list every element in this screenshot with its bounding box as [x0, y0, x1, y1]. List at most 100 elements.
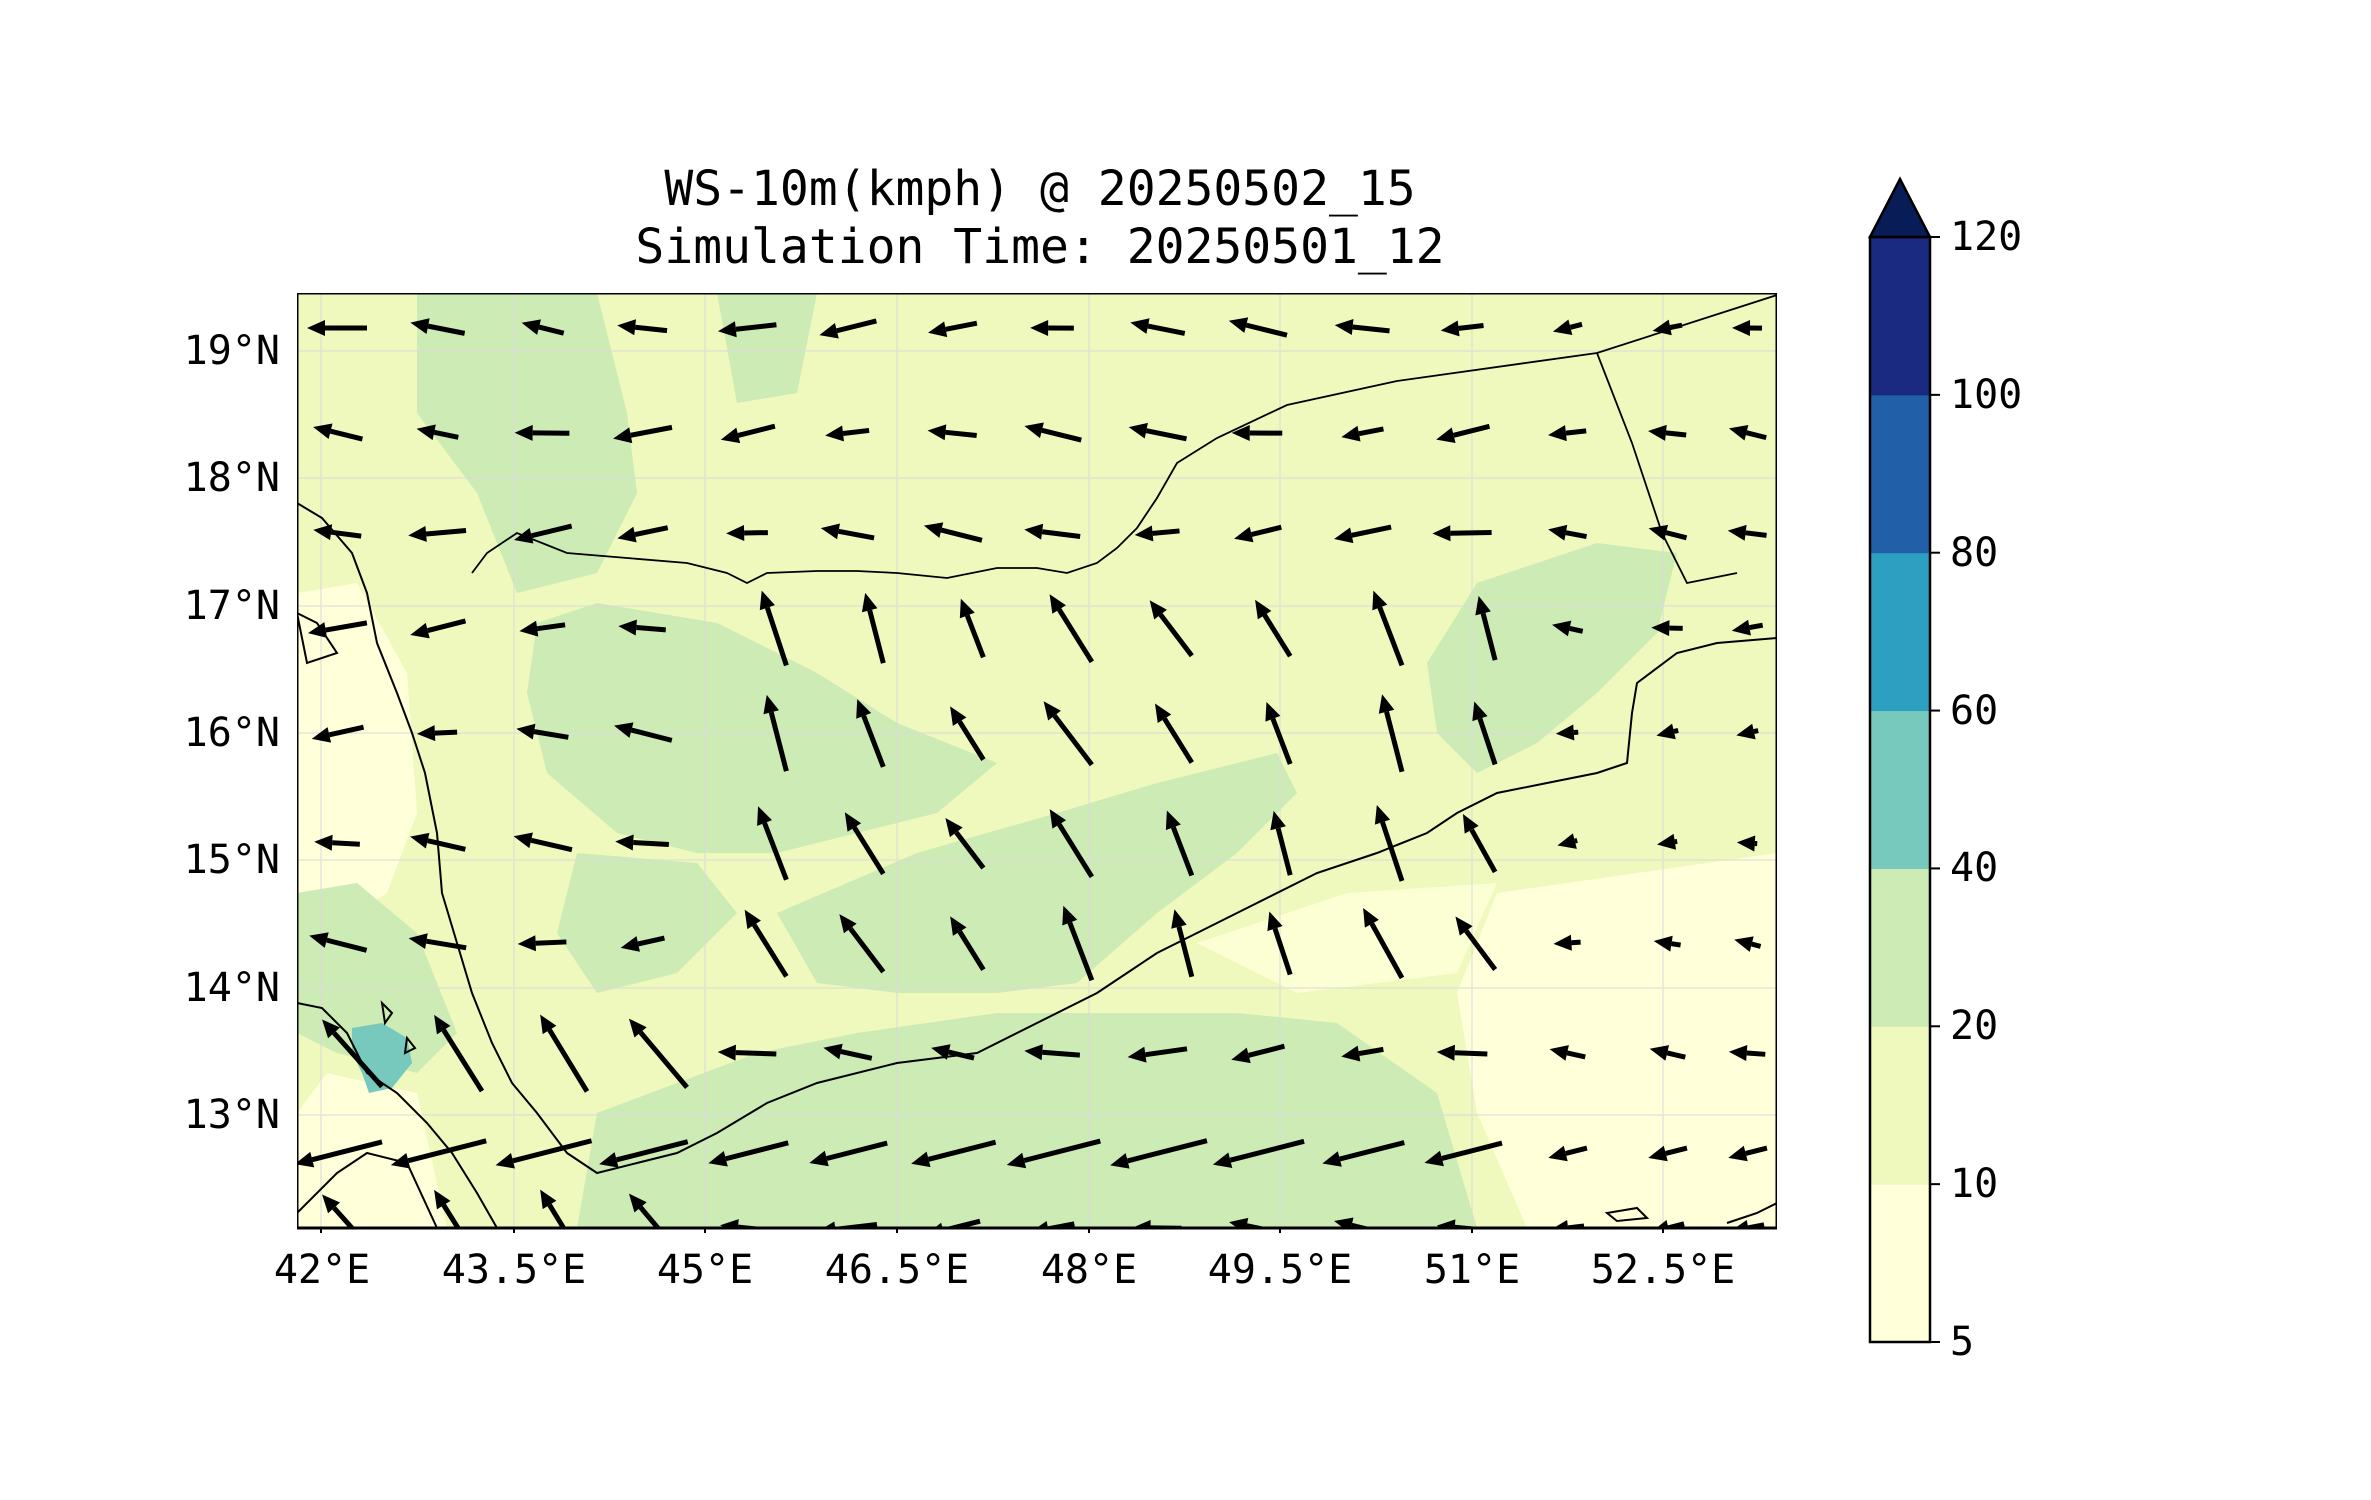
wind-arrow	[1041, 427, 1082, 443]
colorbar-label: 80	[1950, 529, 1999, 576]
wind-arrow-head	[1548, 524, 1568, 541]
wind-arrow-head	[823, 1043, 843, 1060]
wind-arrow-head	[614, 722, 634, 738]
wind-arrow-head	[1657, 833, 1677, 850]
wind-arrow-head	[514, 424, 533, 441]
wind-arrow	[964, 614, 986, 659]
title-line-2: Simulation Time: 20250501_12	[635, 219, 1445, 275]
wind-arrow-head	[313, 524, 333, 541]
wind-arrow	[945, 320, 978, 332]
wind-arrow	[634, 324, 668, 334]
wind-arrow-head	[620, 936, 640, 952]
wind-arrow-head	[950, 916, 967, 936]
wind-arrow-head	[613, 427, 633, 444]
wind-arrow	[1745, 430, 1767, 441]
wind-arrow-head	[1731, 619, 1751, 636]
x-tick-label: 42°E	[273, 1247, 371, 1293]
wind-arrow	[407, 1138, 487, 1164]
wind-arrow	[1250, 524, 1282, 537]
wind-arrow	[332, 840, 360, 847]
wind-arrow	[942, 1218, 981, 1228]
wind-arrow	[638, 1030, 689, 1090]
wind-arrow-head	[618, 619, 637, 636]
wind-arrow	[547, 1028, 590, 1093]
wind-arrow	[1571, 939, 1581, 946]
wind-arrow-head	[1110, 1153, 1130, 1169]
wind-arrow	[433, 429, 459, 440]
wind-arrow-head	[1231, 424, 1250, 441]
wind-arrow	[1745, 530, 1767, 538]
wind-arrow	[752, 923, 789, 978]
wind-arrow-head	[1557, 833, 1577, 849]
wind-arrow	[945, 429, 977, 438]
speed-zone-green	[297, 293, 1677, 1228]
wind-arrow-head	[408, 525, 427, 542]
y-tick-label: 18°N	[183, 455, 280, 501]
wind-arrow-head	[1424, 1150, 1444, 1167]
wind-arrow	[927, 1139, 997, 1162]
wind-arrow	[637, 935, 665, 947]
wind-arrow-head	[1036, 1220, 1048, 1228]
wind-arrow	[615, 1139, 689, 1163]
coastlines	[297, 502, 1777, 1228]
y-tick-label: 14°N	[183, 965, 280, 1011]
map-ticks	[320, 1228, 1664, 1233]
wind-arrow-head	[856, 699, 872, 719]
colorbar-label: 120	[1950, 214, 2023, 260]
wind-arrow-head	[950, 706, 967, 726]
wind-arrow-head	[959, 598, 975, 619]
wind-arrow-head	[540, 1014, 557, 1035]
wind-arrow	[533, 729, 569, 740]
wind-arrow-head	[717, 321, 737, 338]
colorbar-label: 100	[1950, 371, 2023, 418]
wind-arrow-head	[1127, 1046, 1147, 1063]
colorbar-band	[1870, 237, 1930, 396]
wind-arrow	[1665, 430, 1687, 438]
wind-arrow	[954, 830, 986, 870]
wind-arrow-head	[1228, 317, 1249, 333]
wind-arrow	[332, 1031, 384, 1089]
wind-arrow	[735, 322, 777, 332]
wind-arrow	[725, 1140, 789, 1162]
colorbar-label: 10	[1950, 1161, 1999, 1208]
wind-arrow	[1745, 1145, 1768, 1156]
wind-arrow-head	[314, 834, 333, 851]
wind-arrow-head	[1212, 1152, 1233, 1168]
wind-arrow	[1565, 1145, 1588, 1156]
wind-arrow-head	[1154, 703, 1172, 723]
wind-arrow-head	[297, 1151, 315, 1168]
wind-arrow-head	[839, 914, 857, 934]
colorbar-label: 60	[1950, 687, 1999, 734]
wind-arrow	[326, 937, 368, 953]
wind-arrow	[1147, 323, 1186, 336]
colorbar	[1867, 176, 1940, 1344]
wind-arrow-head	[628, 1193, 647, 1213]
y-tick-label: 16°N	[183, 710, 280, 756]
wind-arrow-head	[1436, 1219, 1456, 1228]
colorbar-band	[1870, 1026, 1930, 1185]
wind-arrow	[861, 715, 886, 768]
wind-arrow	[1454, 1050, 1488, 1057]
x-tick-label: 49.5°E	[1207, 1247, 1353, 1293]
wind-arrow	[737, 423, 776, 438]
wind-arrow-head	[825, 425, 844, 442]
wind-arrow	[1671, 941, 1681, 948]
chart-title: WS-10m(kmph) @ 20250502_15 Simulation Ti…	[300, 160, 1780, 276]
wind-arrow	[538, 324, 565, 336]
wind-arrow	[311, 1139, 383, 1163]
wind-arrow	[768, 711, 789, 772]
wind-arrow	[1145, 428, 1187, 442]
wind-arrow	[636, 625, 666, 633]
wind-arrow-head	[1043, 701, 1061, 721]
wind-arrow-head	[1553, 1219, 1569, 1228]
wind-arrow-head	[1462, 814, 1479, 834]
wind-arrow	[630, 424, 673, 438]
wind-arrow-head	[434, 1014, 451, 1035]
colorbar-band	[1870, 1184, 1930, 1343]
wind-arrow-head	[599, 1152, 619, 1168]
wind-arrow	[842, 427, 870, 436]
title-line-1: WS-10m(kmph) @ 20250502_15	[664, 161, 1416, 217]
wind-arrow-head	[1024, 1044, 1043, 1061]
wind-arrow-head	[434, 1189, 451, 1210]
wind-arrow	[1565, 428, 1587, 436]
